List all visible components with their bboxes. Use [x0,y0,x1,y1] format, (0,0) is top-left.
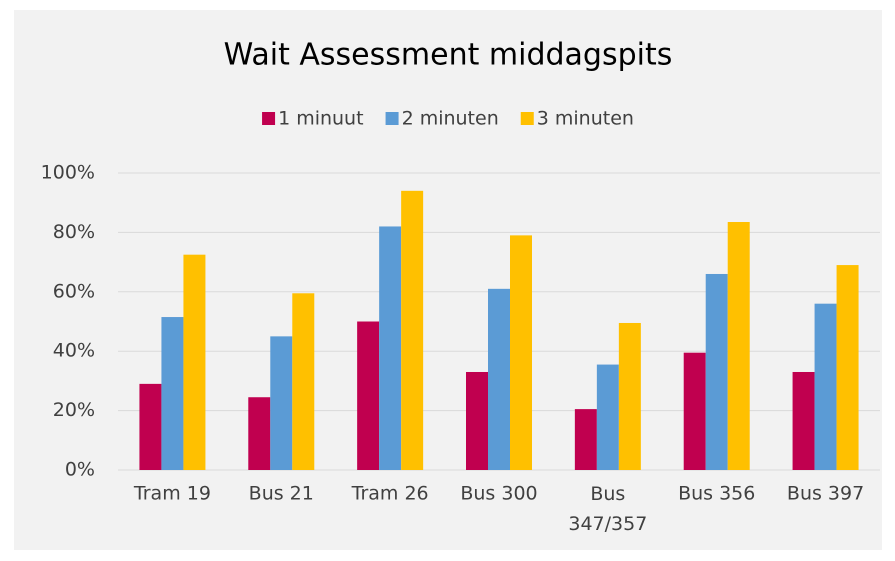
y-tick-label: 0% [65,459,95,481]
bar [727,222,750,470]
legend-item: 3 minuten [520,108,634,130]
legend: 1 minuut 2 minuten 3 minuten [262,108,634,130]
bar [466,371,488,470]
bar [401,190,424,470]
bar [139,383,162,470]
bar [814,303,837,470]
legend-item: 1 minuut [262,108,364,130]
bar [510,235,532,470]
bar [836,265,859,470]
legend-label: 1 minuut [278,108,364,130]
x-tick-label: Tram 19 [133,483,211,505]
x-tick-label: Bus 21 [249,483,314,505]
chart-title: Wait Assessment middagspits [224,38,673,73]
bar [574,409,597,470]
x-tick-label: Bus 356 [678,483,755,505]
bar [705,273,728,470]
bar [183,254,206,470]
x-tick-label: Bus 347/357 [568,483,647,535]
bar [792,371,815,470]
y-tick-label: 40% [53,340,95,362]
y-tick-label: 80% [53,221,95,243]
bar [270,336,293,470]
bar [161,317,184,470]
legend-item: 2 minuten [385,108,499,130]
y-tick-label: 20% [53,399,95,421]
y-tick-label: 100% [41,162,95,184]
bar [596,364,619,470]
legend-label: 3 minuten [537,108,634,130]
legend-swatch [385,112,399,125]
legend-swatch [520,112,534,125]
bar [248,397,271,470]
bar [488,288,510,470]
bar [379,226,402,470]
x-tick-label: Bus 300 [460,483,537,505]
y-tick-label: 60% [53,280,95,302]
legend-swatch [262,112,276,125]
x-tick-label: Bus 397 [787,483,864,505]
bar [292,293,315,470]
bar [357,321,380,470]
bar [618,322,641,470]
bar [683,352,706,470]
x-tick-label: Tram 26 [351,483,429,505]
legend-label: 2 minuten [402,108,499,130]
